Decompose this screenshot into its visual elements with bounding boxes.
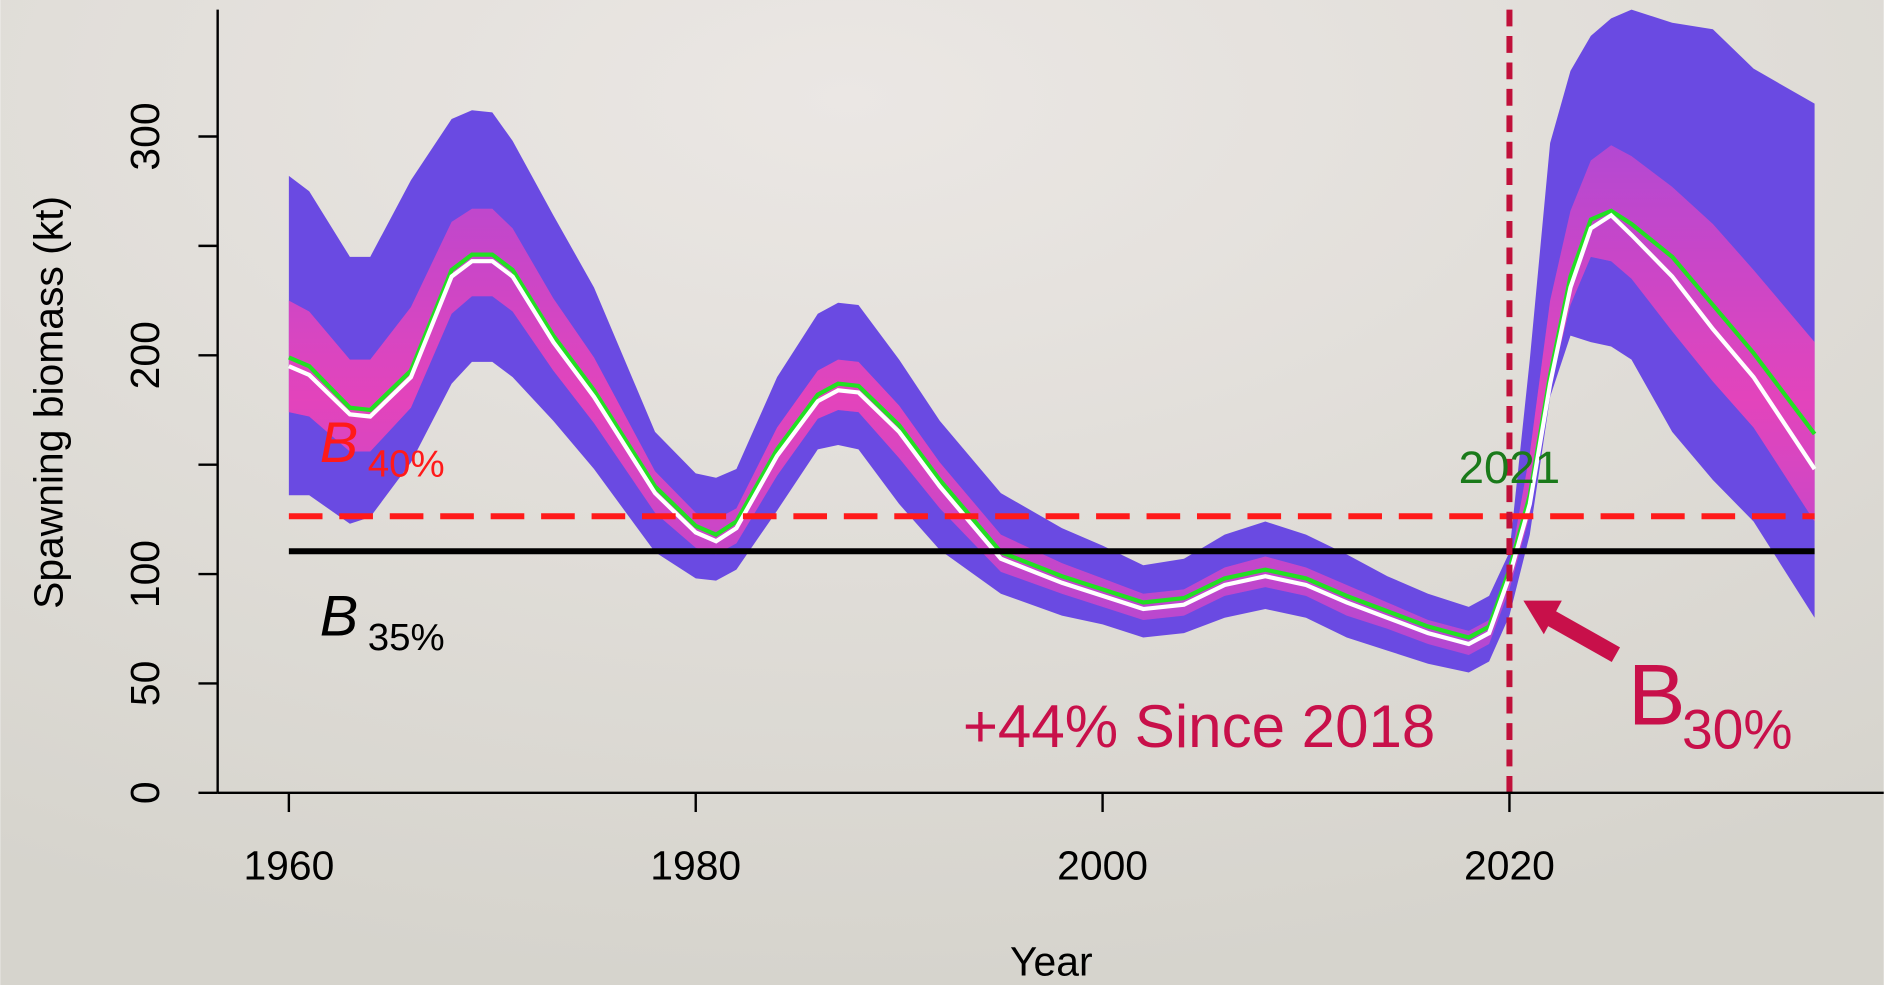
x-axis-label: Year xyxy=(1010,938,1092,984)
y-tick-label: 0 xyxy=(122,781,168,804)
y-tick-label: 300 xyxy=(122,102,168,170)
arrow xyxy=(1523,600,1621,662)
y-tick-label: 100 xyxy=(122,540,168,608)
x-tick-label: 1980 xyxy=(650,842,741,888)
x-tick-label: 2020 xyxy=(1464,842,1555,888)
x-tick-label: 2000 xyxy=(1057,842,1148,888)
reference-label: B xyxy=(320,411,358,475)
y-axis-label: Spawning biomass (kt) xyxy=(26,196,72,609)
trajectory-line xyxy=(288,212,1817,647)
trajectory-line xyxy=(288,208,1817,640)
annotation-sub: 30% xyxy=(1682,698,1793,760)
annotation: +44% Since 2018 xyxy=(963,693,1435,760)
vline-label: 2021 xyxy=(1459,442,1561,493)
reference-label: B xyxy=(320,584,358,648)
y-tick-label: 200 xyxy=(122,321,168,389)
annotation: B xyxy=(1628,647,1686,743)
y-tick-label: 50 xyxy=(122,661,168,706)
x-tick-label: 1960 xyxy=(243,842,334,888)
arrow-head xyxy=(1523,600,1562,635)
reference-label-sub: 40% xyxy=(368,443,445,486)
reference-label-sub: 35% xyxy=(368,616,445,659)
plot-area: B 40%B 35%2021+44% Since 2018 B30%050100200… xyxy=(122,9,1884,888)
arrow-shaft xyxy=(1545,610,1621,662)
